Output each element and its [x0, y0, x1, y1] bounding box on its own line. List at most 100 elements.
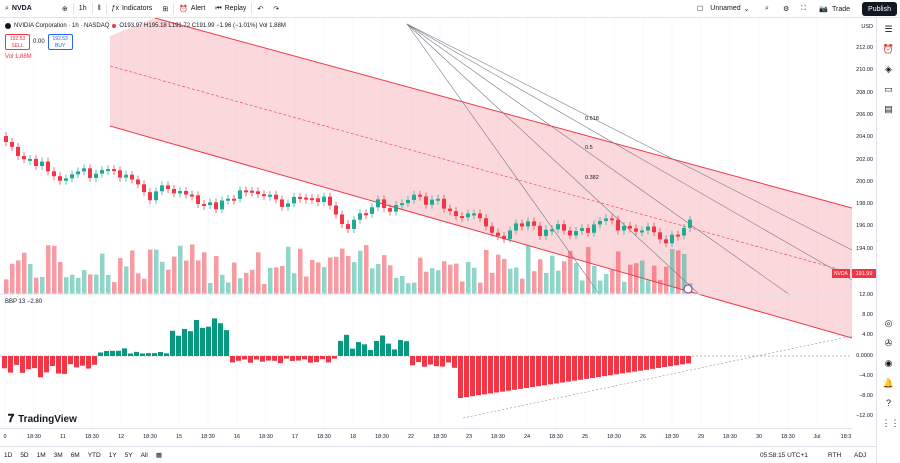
symbol-search[interactable]: ⌕ NVDA	[0, 0, 57, 18]
time-label: 12	[117, 434, 125, 440]
time-label: 30	[755, 434, 763, 440]
nvidia-logo-icon	[5, 22, 11, 29]
price-axis[interactable]: USD 212.00 210.00 208.00 206.00 204.00 202.00…	[852, 18, 876, 428]
chat-icon[interactable]: ▭	[884, 84, 893, 94]
legend-ohlc: O193.97 H195.18 L191.72 C191.99 −1.96 (−…	[119, 22, 286, 29]
time-label: 16	[233, 434, 241, 440]
buy-button[interactable]: 192.53 BUY	[47, 34, 73, 50]
search-icon: ⌕	[765, 4, 769, 12]
time-label: 29	[697, 434, 705, 440]
redo-button[interactable]: ↷	[268, 0, 284, 18]
interval-button[interactable]: 1h	[78, 5, 87, 12]
tradingview-logo[interactable]: 𝟕 TradingView	[8, 413, 77, 426]
undo-button[interactable]: ↶	[252, 0, 268, 18]
compass-icon[interactable]: ✇	[884, 338, 893, 348]
add-symbol-button[interactable]: ⊕	[57, 0, 73, 18]
sell-label: SELL	[11, 43, 24, 49]
layout-menu[interactable]: ☐ Unnamed ⌄	[692, 0, 755, 18]
replay-icon: ⏮	[215, 4, 222, 12]
fib-label-5: 0.5	[585, 145, 593, 151]
price-label: 194.00	[856, 245, 873, 252]
alerts-icon[interactable]: ⏰	[882, 44, 895, 54]
price-label: 200.00	[856, 178, 873, 185]
snapshot-button[interactable]: 📷	[814, 0, 833, 18]
time-label: 15	[175, 434, 183, 440]
range-6m[interactable]: 6M	[70, 451, 80, 459]
time-label: 18:30	[259, 434, 273, 440]
time-label: 18:30	[143, 434, 157, 440]
settings-button[interactable]: ⚙	[778, 0, 794, 18]
chart-legend: NVIDIA Corporation · 1h · NASDAQ O193.97…	[5, 21, 286, 61]
time-label: 11	[60, 434, 66, 440]
layers-icon[interactable]: ◈	[885, 64, 892, 74]
symbol-tag: NVDA	[832, 269, 850, 278]
right-toolbar: ☰ ⏰ ◈ ▭ ▤ ◎ ✇ ◉ 🔔 ? ⋮⋮	[876, 18, 900, 463]
fullscreen-button[interactable]: ⛶	[796, 0, 811, 18]
sell-button[interactable]: 192.53 SELL	[5, 34, 30, 50]
indicators-button[interactable]: ƒx Indicators	[107, 0, 158, 18]
layout-name: Unnamed	[710, 5, 741, 12]
sell-price: 192.53	[9, 36, 26, 42]
watchlist-icon[interactable]: ☰	[884, 24, 893, 34]
range-ytd[interactable]: YTD	[87, 451, 101, 459]
session-toggle[interactable]: RTH	[828, 451, 842, 459]
chart-type-button[interactable]: ⫴	[93, 0, 106, 18]
osc-label: 0.0000	[856, 352, 873, 359]
publish-button[interactable]: Publish	[862, 2, 897, 16]
help-icon[interactable]: ?	[885, 398, 891, 408]
search-icon: ⌕	[5, 4, 9, 12]
range-5d[interactable]: 5D	[20, 451, 29, 459]
undo-icon: ↶	[257, 5, 264, 13]
range-5y[interactable]: 5Y	[124, 451, 133, 459]
time-label: 18:30	[491, 434, 505, 440]
time-label: 24	[523, 434, 531, 440]
apps-icon[interactable]: ⋮⋮	[881, 418, 900, 428]
calendar-icon[interactable]: ▦	[155, 452, 163, 459]
price-label: 198.00	[856, 201, 873, 208]
alert-button[interactable]: ⏰ Alert	[174, 0, 210, 18]
time-label: 18:30	[375, 434, 389, 440]
clock[interactable]: 05:58:15 UTC+1	[760, 451, 808, 459]
symbol-label: NVDA	[11, 5, 32, 12]
range-1d[interactable]: 1D	[4, 451, 13, 459]
time-label: 18:30	[607, 434, 621, 440]
top-toolbar: ⌕ NVDA ⊕ 1h ⫴ ƒx Indicators ⊞ ⏰ Alert ⏮ …	[0, 0, 900, 18]
osc-label: −4.00	[859, 372, 873, 379]
replay-button[interactable]: ⏮ Replay	[210, 0, 251, 18]
gear-icon: ⚙	[783, 5, 790, 13]
price-label: 206.00	[856, 111, 873, 118]
buy-label: BUY	[55, 43, 66, 49]
broadcast-icon[interactable]: ◉	[884, 358, 893, 368]
chart-event-icon	[683, 284, 693, 294]
currency-label: USD	[861, 24, 873, 30]
price-label: 208.00	[856, 89, 873, 96]
search-button[interactable]: ⌕	[760, 0, 774, 18]
bbp-oscillator	[0, 318, 852, 419]
range-1y[interactable]: 1Y	[108, 451, 117, 459]
fib-speed-fan	[406, 23, 852, 296]
price-label: 202.00	[856, 156, 873, 163]
target-icon[interactable]: ◎	[884, 318, 893, 328]
range-all[interactable]: All	[140, 451, 148, 459]
price-chart[interactable]: 0.618 0.5 0.382	[0, 18, 852, 428]
trade-button[interactable]: Trade	[831, 5, 850, 13]
range-3m[interactable]: 3M	[53, 451, 63, 459]
osc-label: −12.00	[856, 413, 873, 420]
osc-label: −8.00	[859, 393, 873, 399]
range-1m[interactable]: 1M	[36, 451, 46, 459]
alarm-icon: ⏰	[179, 5, 188, 13]
templates-button[interactable]: ⊞	[157, 0, 173, 18]
time-axis[interactable]: 0 18:30 11 18:30 12 18:30 15 18:30 16 18:30 17 18:3…	[0, 428, 852, 446]
bottom-toolbar: 1D 5D 1M 3M 6M YTD 1Y 5Y All ▦ 05:58:15 UTC+1 RT…	[0, 446, 876, 463]
plus-icon: ⊕	[61, 5, 68, 13]
osc-label: 8.00	[862, 312, 873, 319]
price-label: 196.00	[856, 223, 873, 230]
ideas-icon[interactable]: ▤	[884, 104, 893, 114]
price-label: 210.00	[856, 67, 873, 74]
time-label: 18:30	[201, 434, 215, 440]
replay-label: Replay	[224, 5, 247, 12]
bell-icon[interactable]: 🔔	[882, 378, 895, 388]
tradingview-icon: 𝟕	[8, 413, 15, 425]
alert-label: Alert	[190, 5, 206, 12]
adj-toggle[interactable]: ADJ	[854, 451, 867, 459]
